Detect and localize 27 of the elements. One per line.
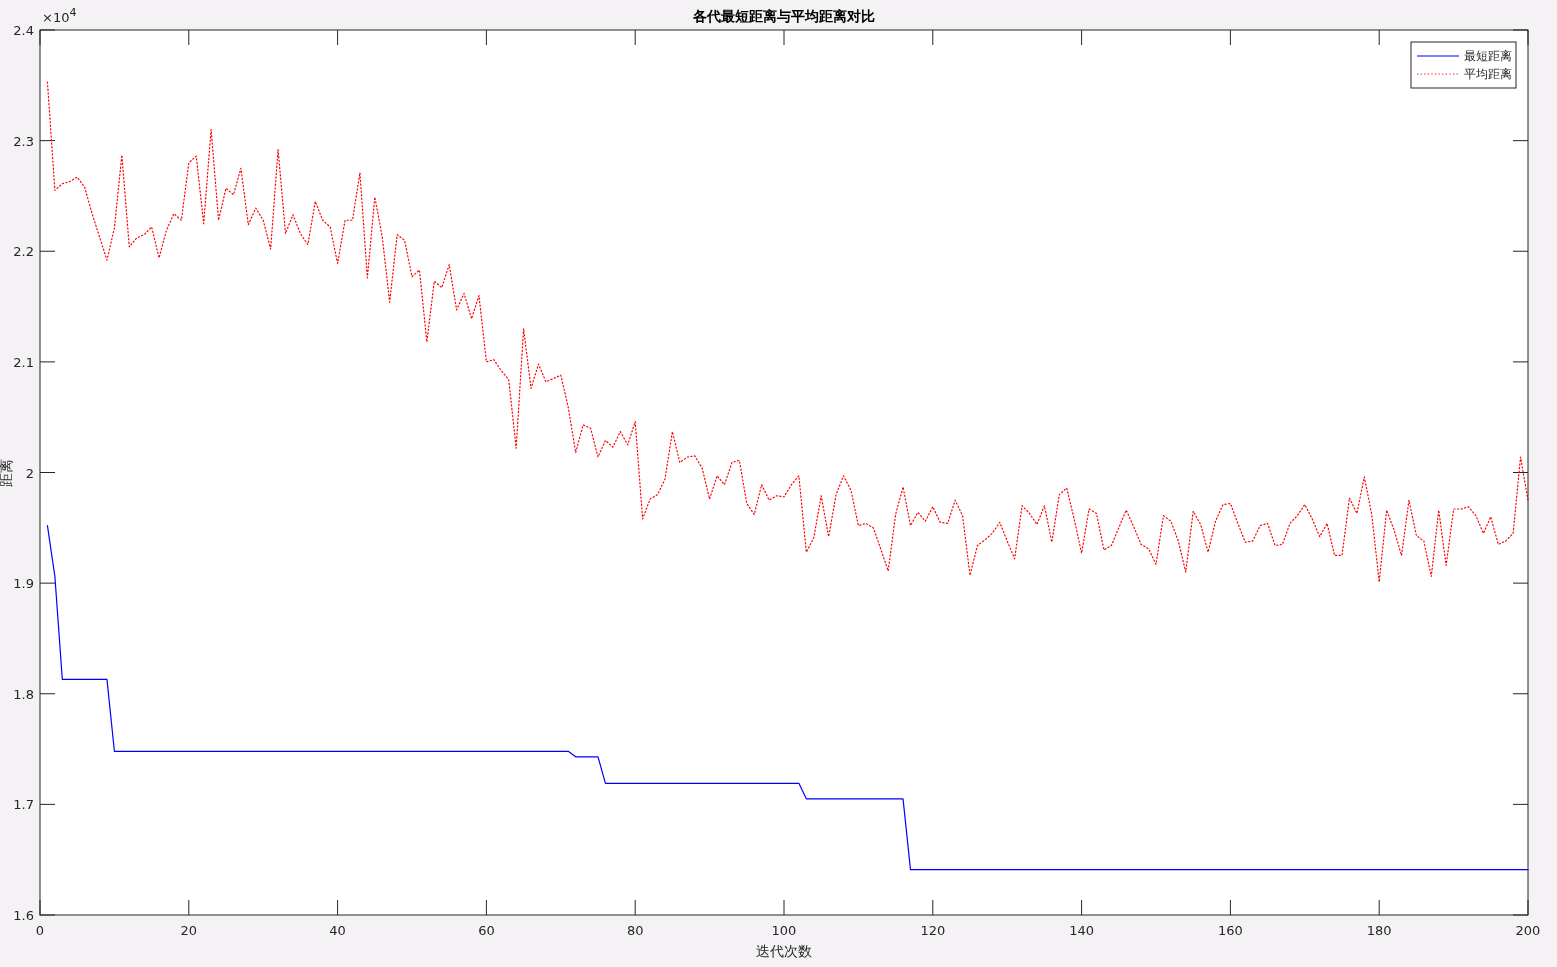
x-tick-label: 160 — [1217, 923, 1243, 938]
x-tick-label: 140 — [1069, 923, 1095, 938]
x-axis-title: 迭代次数 — [756, 943, 812, 959]
x-tick-label: 0 — [35, 923, 45, 938]
y-tick-label: 1.9 — [13, 576, 34, 592]
x-tick-label: 200 — [1515, 923, 1541, 938]
x-tick-label: 180 — [1366, 923, 1392, 938]
y-tick-label: 2.3 — [13, 133, 34, 149]
x-tick-label: 40 — [329, 923, 346, 938]
x-tick-label: 20 — [180, 923, 198, 938]
y-tick-label: 1.6 — [13, 908, 34, 923]
legend-label: 平均距离 — [1464, 67, 1512, 81]
x-tick-label: 80 — [626, 923, 644, 938]
y-tick-label: 2.4 — [13, 23, 34, 38]
x-tick-label: 60 — [478, 923, 495, 938]
line-series — [46, 81, 1529, 583]
x-tick-label: 100 — [771, 923, 797, 938]
chart-title: 各代最短距离与平均距离对比 — [692, 8, 875, 24]
line-series — [46, 525, 1529, 871]
y-tick-label: 1.8 — [13, 686, 34, 702]
text: ×10$^{4}$ — [42, 5, 77, 25]
x-tick-label: 120 — [920, 923, 946, 938]
y-tick-label: 2.2 — [13, 244, 34, 260]
y-tick-label: 2.1 — [13, 354, 34, 370]
legend-label: 最短距离 — [1464, 49, 1512, 63]
y-tick-label: 2 — [25, 465, 34, 481]
y-tick-label: 1.7 — [13, 797, 34, 813]
